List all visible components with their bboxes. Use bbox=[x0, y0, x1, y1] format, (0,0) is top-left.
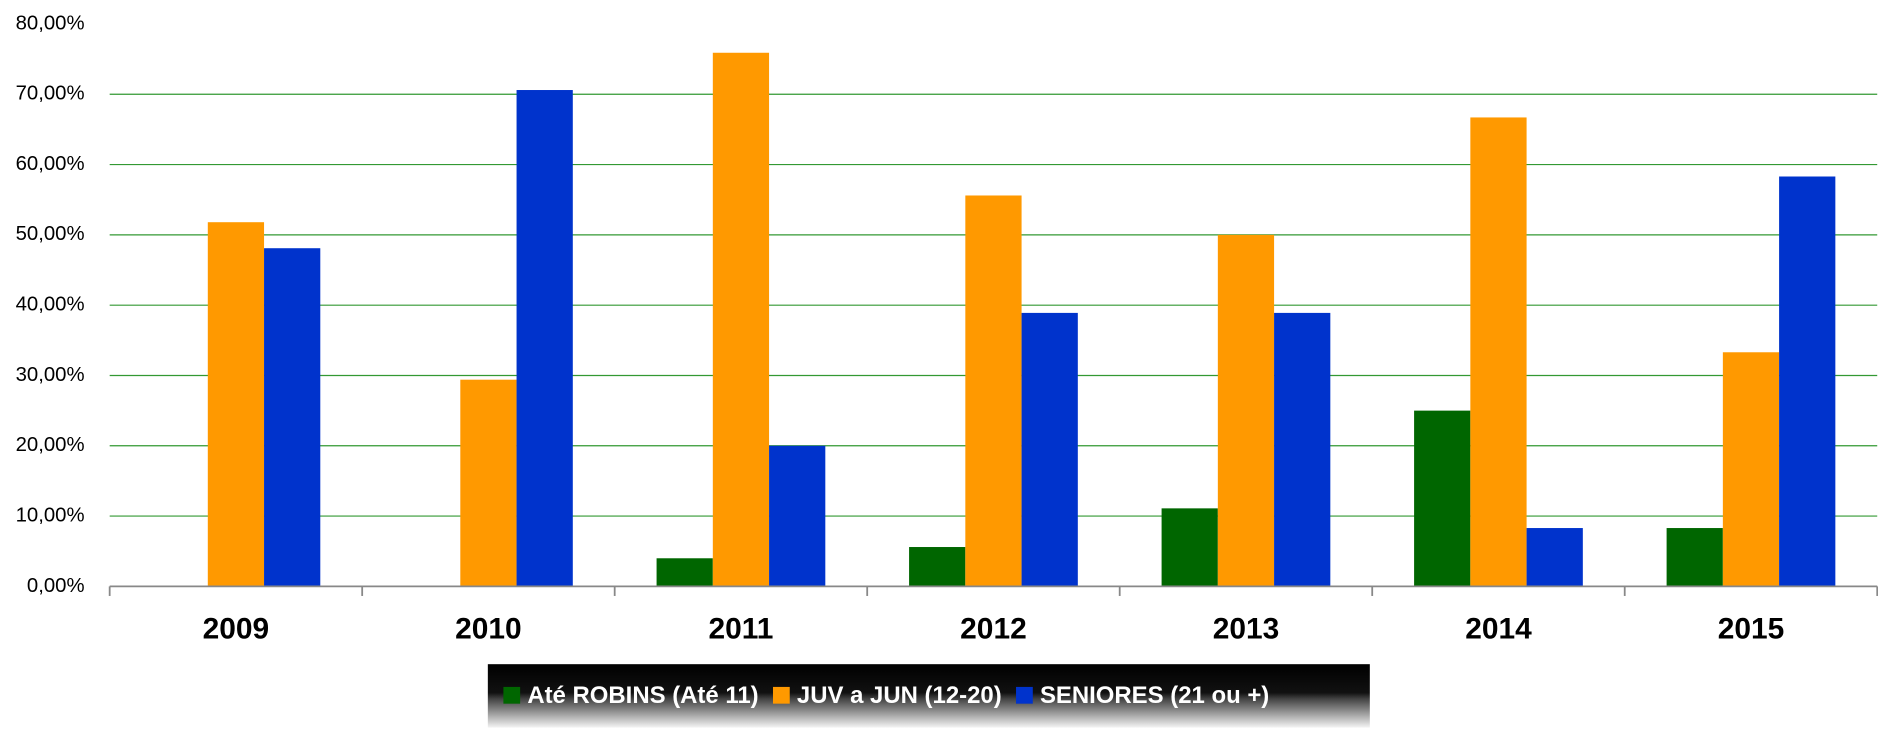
bar bbox=[1274, 312, 1331, 587]
bar bbox=[1470, 117, 1527, 587]
bar bbox=[460, 379, 517, 587]
bar bbox=[1021, 312, 1078, 587]
x-tick-label: 2009 bbox=[203, 613, 270, 646]
bar bbox=[965, 195, 1022, 587]
y-tick-label: 80,00% bbox=[16, 12, 85, 34]
y-tick-label: 0,00% bbox=[27, 575, 85, 597]
legend-swatch bbox=[772, 686, 790, 704]
bar bbox=[1161, 508, 1218, 587]
bar bbox=[1526, 528, 1583, 587]
x-tick-label: 2015 bbox=[1718, 613, 1785, 646]
bar bbox=[1414, 410, 1471, 587]
y-tick-label: 10,00% bbox=[16, 504, 85, 526]
bar bbox=[264, 248, 321, 587]
y-tick-label: 20,00% bbox=[16, 434, 85, 456]
bar bbox=[1779, 176, 1836, 587]
x-tick-label: 2010 bbox=[455, 613, 522, 646]
x-tick-label: 2011 bbox=[708, 613, 773, 646]
legend-label: SENIORES (21 ou +) bbox=[1040, 682, 1269, 709]
legend-label: Até ROBINS (Até 11) bbox=[527, 682, 758, 709]
bars bbox=[207, 52, 1836, 587]
legend: Até ROBINS (Até 11) JUV a JUN (12-20) SENI… bbox=[503, 682, 1269, 709]
legend-swatch bbox=[1016, 686, 1033, 704]
y-tick-label: 30,00% bbox=[16, 364, 85, 386]
bar bbox=[1722, 352, 1780, 587]
bar bbox=[712, 52, 770, 587]
x-tick-label: 2013 bbox=[1213, 613, 1280, 646]
y-tick-label: 50,00% bbox=[16, 223, 85, 245]
bar bbox=[1666, 528, 1723, 587]
y-tick-label: 70,00% bbox=[16, 83, 85, 105]
bar bbox=[516, 90, 573, 587]
legend-swatch bbox=[503, 686, 521, 704]
bar bbox=[207, 222, 265, 587]
bar bbox=[1217, 234, 1275, 587]
y-tick-label: 60,00% bbox=[16, 153, 85, 175]
bar bbox=[769, 445, 826, 587]
y-tick-label: 40,00% bbox=[16, 294, 85, 316]
legend-label: JUV a JUN (12-20) bbox=[797, 682, 1002, 709]
bar bbox=[909, 547, 966, 587]
x-tick-label: 2014 bbox=[1465, 613, 1532, 646]
legend-box bbox=[487, 664, 1370, 728]
bar bbox=[656, 558, 713, 587]
axes: 0,00% 10,00% 20,00% 30,00% 40,00% 50,00% 60,00… bbox=[16, 12, 1878, 646]
x-tick-label: 2012 bbox=[960, 613, 1027, 646]
